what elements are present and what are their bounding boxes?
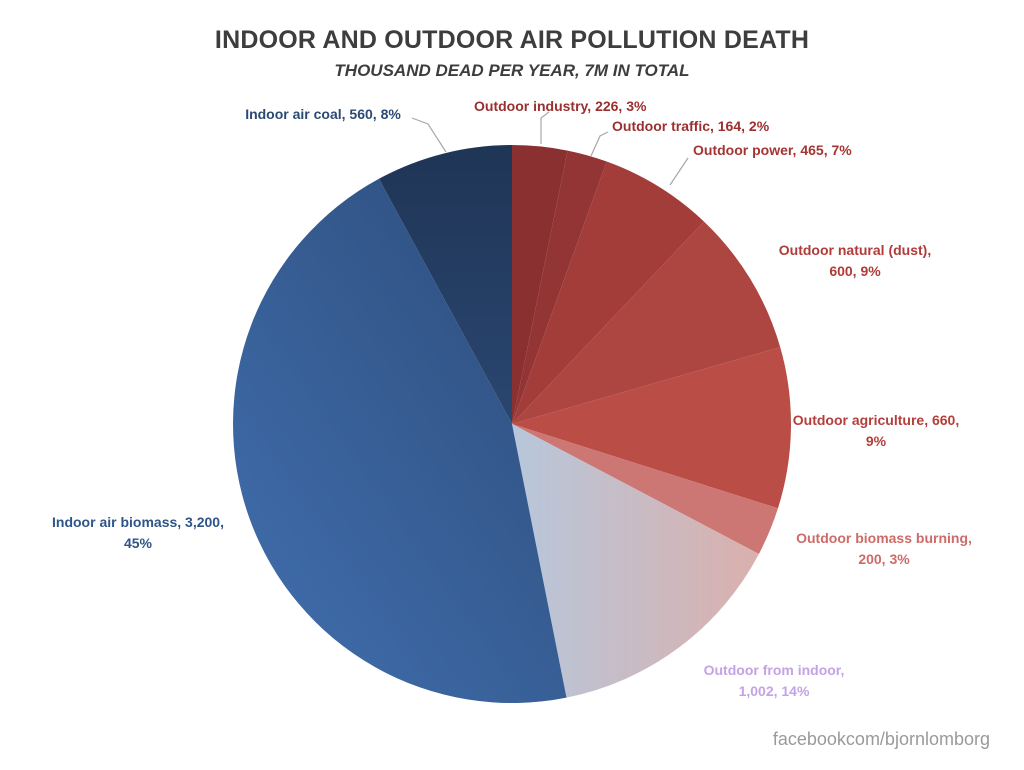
slice-indoor-air-biomass <box>233 178 567 703</box>
footer-credit: facebookcom/bjornlomborg <box>772 729 990 749</box>
label-line: 200, 3% <box>858 551 910 567</box>
label-outdoor-from-indoor: Outdoor from indoor, 1,002, 14% <box>704 662 845 699</box>
label-line: 1,002, 14% <box>739 683 810 699</box>
slice-outdoor-natural-dust <box>512 221 781 424</box>
label-outdoor-traffic: Outdoor traffic, 164, 2% <box>612 118 770 134</box>
label-indoor-air-coal: Indoor air coal, 560, 8% <box>245 106 401 122</box>
slice-outdoor-industry <box>512 145 568 424</box>
slice-outdoor-from-indoor <box>512 424 759 698</box>
slice-indoor-air-coal <box>378 145 512 424</box>
leader-line-outdoor-power <box>669 157 689 186</box>
leader-line-outdoor-industry <box>540 111 550 144</box>
label-line: 45% <box>124 535 153 551</box>
label-outdoor-power: Outdoor power, 465, 7% <box>693 142 852 158</box>
leader-line-indoor-air-coal <box>411 117 447 153</box>
label-line: 600, 9% <box>829 263 881 279</box>
label-line: Outdoor agriculture, 660, <box>793 412 959 428</box>
slice-outdoor-biomass-burning <box>512 424 778 554</box>
label-outdoor-agriculture: Outdoor agriculture, 660, 9% <box>793 412 959 449</box>
chart-title: INDOOR AND OUTDOOR AIR POLLUTION DEATH <box>214 26 810 54</box>
label-line: Indoor air coal, 560, 8% <box>245 106 401 122</box>
slice-outdoor-power <box>512 161 705 424</box>
label-line: Outdoor from indoor, <box>704 662 845 678</box>
label-indoor-air-biomass: Indoor air biomass, 3,200, 45% <box>52 514 224 551</box>
label-line: Outdoor natural (dust), <box>779 242 931 258</box>
label-line: Outdoor industry, 226, 3% <box>474 98 647 114</box>
chart-subtitle: THOUSAND DEAD PER YEAR, 7M IN TOTAL <box>334 61 690 80</box>
label-line: Outdoor traffic, 164, 2% <box>612 118 770 134</box>
slice-outdoor-traffic <box>512 150 607 424</box>
label-line: Outdoor biomass burning, <box>796 530 972 546</box>
label-outdoor-industry: Outdoor industry, 226, 3% <box>474 98 647 114</box>
label-line: Outdoor power, 465, 7% <box>693 142 852 158</box>
label-line: 9% <box>866 433 887 449</box>
label-line: Indoor air biomass, 3,200, <box>52 514 224 530</box>
slice-outdoor-agriculture <box>512 347 792 509</box>
leader-line-outdoor-traffic <box>590 131 609 157</box>
label-outdoor-natural-dust: Outdoor natural (dust), 600, 9% <box>779 242 931 279</box>
label-outdoor-biomass-burning: Outdoor biomass burning, 200, 3% <box>796 530 972 567</box>
